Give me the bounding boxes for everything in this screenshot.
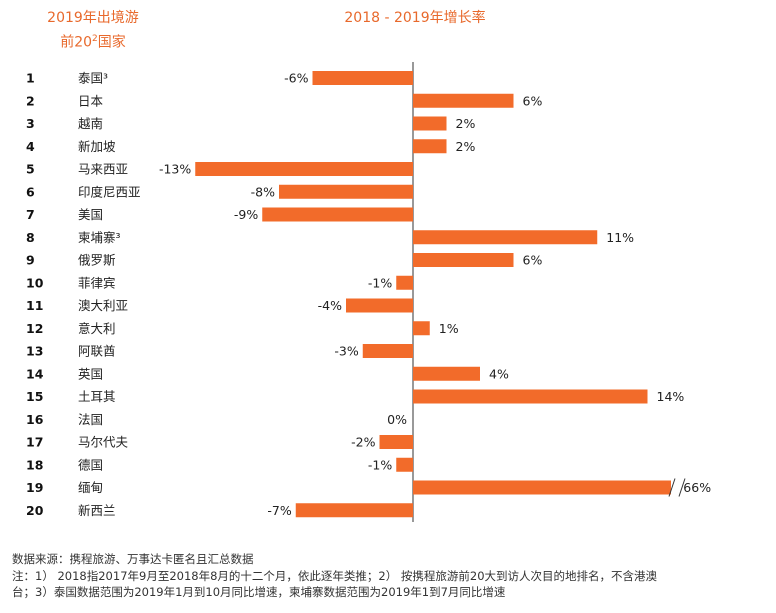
rank-label: 3: [26, 116, 35, 131]
country-label: 澳大利亚: [78, 298, 128, 313]
rank-label: 7: [26, 207, 35, 222]
value-label: -1%: [368, 457, 392, 472]
rank-label: 14: [26, 366, 44, 381]
country-label: 美国: [78, 207, 103, 222]
left-header-line2: 前202国家: [60, 34, 126, 51]
rank-label: 12: [26, 321, 43, 336]
value-label: 0%: [387, 412, 407, 427]
country-label: 泰国³: [78, 71, 108, 86]
left-header: 2019年出境游 前202国家: [28, 8, 158, 54]
value-label: 14%: [657, 389, 685, 404]
country-label: 缅甸: [78, 480, 103, 495]
country-label: 印度尼西亚: [78, 184, 141, 199]
rank-label: 5: [26, 162, 35, 177]
rank-label: 15: [26, 389, 43, 404]
rank-label: 2: [26, 93, 35, 108]
rank-label: 10: [26, 275, 44, 290]
country-label: 英国: [78, 366, 103, 381]
rank-label: 8: [26, 230, 35, 245]
footer-source: 数据来源：携程旅游、万事达卡匿名且汇总数据: [12, 552, 254, 566]
bar: [413, 93, 514, 108]
rank-label: 20: [26, 503, 44, 518]
left-header-line1: 2019年出境游: [47, 10, 139, 26]
value-label: -6%: [284, 71, 308, 86]
value-label: -4%: [318, 298, 342, 313]
bar: [413, 253, 514, 267]
bar: [413, 116, 447, 131]
value-label: 2%: [456, 139, 476, 154]
value-label: -3%: [334, 344, 358, 359]
rank-label: 9: [26, 253, 35, 268]
value-label: -1%: [368, 275, 392, 290]
country-label: 阿联酋: [78, 344, 116, 359]
rank-label: 19: [26, 480, 43, 495]
value-label: 6%: [523, 93, 543, 108]
value-label: 2%: [456, 116, 476, 131]
footer-note-line2: 台；3）泰国数据范围为2019年1月到10月同比增速，柬埔寨数据范围为2019年…: [12, 585, 506, 599]
bar: [413, 321, 430, 336]
axis-break-mark: [668, 478, 676, 497]
value-label: -13%: [159, 162, 191, 177]
axis-break-gap: [671, 478, 683, 497]
bar: [379, 435, 413, 449]
rank-label: 6: [26, 184, 35, 199]
value-label: 6%: [523, 253, 543, 268]
value-label: -7%: [267, 503, 291, 518]
country-label: 马来西亚: [78, 162, 128, 177]
growth-bar-chart: 1 泰国³ -6% 2 日本 6% 3 越南 2% 4 新加坡 2% 5 马来西亚 -13% 6 印度尼西亚 -8…: [26, 62, 711, 522]
bar: [413, 480, 675, 495]
value-label: 1%: [439, 321, 459, 336]
rank-label: 18: [26, 457, 43, 472]
bar: [413, 230, 598, 245]
axis-break-mark: [678, 478, 686, 497]
bar: [195, 162, 413, 176]
value-label: -8%: [251, 184, 275, 199]
country-label: 越南: [78, 116, 103, 131]
value-label: -9%: [234, 207, 258, 222]
footer-note-line1: 注：1） 2018指2017年9月至2018年8月的十二个月，依此逐年类推；2）…: [12, 568, 658, 583]
rank-label: 16: [26, 412, 44, 427]
value-label: 66%: [683, 480, 711, 495]
bar: [413, 139, 447, 154]
country-label: 俄罗斯: [78, 253, 116, 268]
country-label: 法国: [78, 412, 103, 427]
bar: [346, 298, 413, 313]
country-label: 马尔代夫: [78, 435, 129, 450]
rank-label: 4: [26, 139, 35, 154]
value-label: 11%: [606, 230, 634, 245]
bar: [279, 184, 413, 199]
bar: [362, 344, 413, 358]
rank-label: 1: [26, 71, 35, 86]
value-label: 4%: [489, 366, 509, 381]
value-label: -2%: [351, 435, 375, 450]
country-label: 柬埔寨³: [78, 230, 121, 245]
chart-title: 2018 - 2019年增长率: [344, 10, 486, 26]
footer-notes: 数据来源：携程旅游、万事达卡匿名且汇总数据 注：1） 2018指2017年9月至…: [12, 551, 770, 601]
rank-label: 13: [26, 344, 43, 359]
rank-label: 17: [26, 435, 43, 450]
bar: [312, 71, 413, 85]
country-label: 日本: [78, 93, 104, 108]
country-label: 新加坡: [78, 139, 116, 154]
bar: [396, 457, 413, 472]
bar: [262, 207, 413, 222]
country-label: 意大利: [78, 321, 116, 336]
country-label: 菲律宾: [78, 275, 116, 290]
country-label: 德国: [78, 457, 103, 472]
country-label: 新西兰: [78, 503, 116, 518]
bar: [413, 366, 480, 381]
bar: [396, 275, 413, 290]
bar: [413, 389, 648, 404]
bar: [295, 503, 413, 518]
rank-label: 11: [26, 298, 43, 313]
country-label: 土耳其: [78, 389, 116, 404]
